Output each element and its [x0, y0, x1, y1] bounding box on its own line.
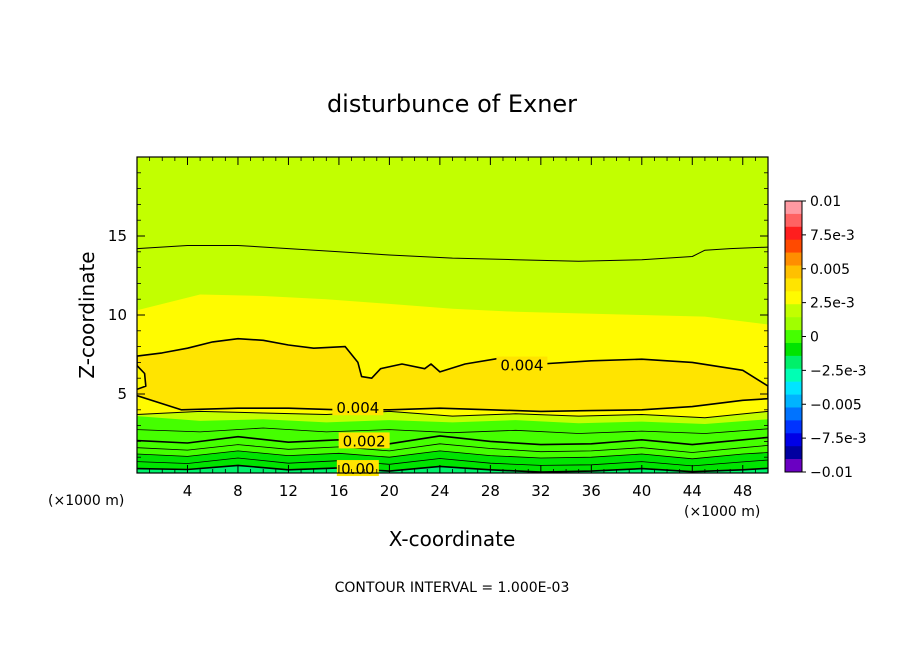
x-tick-label: 4: [183, 482, 193, 500]
x-tick-label: 20: [380, 482, 399, 500]
x-tick-label: 24: [430, 482, 449, 500]
x-tick-label: 40: [632, 482, 651, 500]
x-axis: 4 8 12 16 20 24 28 32 36 40 44 48: [149, 157, 756, 500]
contour-0.0025: [137, 427, 768, 434]
colorbar-swatch: [785, 381, 802, 395]
colorbar-swatch: [785, 394, 802, 408]
x-tick-label: 44: [683, 482, 702, 500]
colorbar-swatch: [785, 420, 802, 434]
colorbar-label: −2.5e-3: [810, 363, 867, 379]
contour-lines: [137, 245, 768, 473]
contour-label-bg: [336, 460, 379, 477]
contour-0.0005: [137, 457, 768, 467]
colorbar-label: 0.005: [810, 262, 850, 278]
y-tick-label: 15: [108, 227, 127, 245]
colorbar-swatch: [785, 407, 802, 421]
colorbar-swatch: [785, 201, 802, 215]
contour-interval-footer: CONTOUR INTERVAL = 1.000E-03: [335, 580, 570, 596]
x-tick-label: 12: [279, 482, 298, 500]
colorbar-swatch: [785, 355, 802, 370]
x-tick-label: 28: [481, 482, 500, 500]
contour-0: [137, 464, 768, 473]
y-axis-label: Z-coordinate: [75, 251, 99, 378]
x-tick-label: 16: [329, 482, 348, 500]
colorbar-swatch: [785, 342, 802, 357]
y-axis: 5 10 15: [108, 172, 768, 458]
contour-0.002-upper: [137, 245, 768, 262]
contour-0.002: [137, 435, 768, 446]
x-tick-label: 8: [233, 482, 243, 500]
colorbar-label: −0.005: [810, 397, 862, 413]
colorbar-swatch: [785, 291, 802, 305]
colorbar-label: 2.5e-3: [810, 296, 855, 312]
x-unit-right: (×1000 m): [684, 504, 760, 520]
colorbar-swatch: [785, 433, 802, 447]
region-fill-0.001: [137, 450, 768, 473]
colorbar-swatch: [785, 304, 802, 318]
colorbar-label: 7.5e-3: [810, 228, 855, 244]
x-axis-label: X-coordinate: [389, 527, 516, 551]
colorbar-swatch: [785, 252, 802, 266]
colorbar-label: 0.01: [810, 194, 841, 210]
colorbar-swatch: [785, 278, 802, 292]
contour-0.003-lower: [137, 410, 768, 419]
colorbar-swatch: [785, 330, 802, 344]
colorbar-swatch: [785, 226, 802, 241]
contour-0.0015: [137, 443, 768, 453]
contour-label-bg: [332, 399, 384, 416]
x-tick-label: 36: [582, 482, 601, 500]
y-tick-label: 10: [108, 306, 127, 324]
contour-0.001: [137, 450, 768, 460]
colorbar-swatch: [785, 239, 802, 253]
contour-0.004: [137, 337, 768, 413]
colorbar-label: −0.01: [810, 465, 853, 481]
contour-label: 0.004: [336, 399, 379, 417]
contour-labels: 0.004 0.004 0.002 0.00: [332, 356, 548, 478]
y-tick-label: 5: [117, 385, 127, 403]
colorbar-swatch: [785, 446, 802, 460]
region-fill-0.004: [137, 338, 768, 412]
x-tick-label: 32: [531, 482, 550, 500]
colorbar-swatch: [785, 213, 802, 228]
contour-fill-regions: [137, 294, 768, 473]
colorbar-label: 0: [810, 330, 819, 346]
colorbar-swatch: [785, 317, 802, 331]
colorbar: 0.01 7.5e-3 0.005 2.5e-3 0 −2.5e-3 −0.005 −7.5e…: [784, 194, 867, 481]
colorbar-label: −7.5e-3: [810, 431, 867, 447]
colorbar-swatch: [785, 265, 802, 279]
contour-label: 0.002: [343, 432, 386, 450]
contour-label-bg: [338, 432, 390, 449]
x-tick-label: 48: [733, 482, 752, 500]
contour-label-bg: [496, 356, 548, 373]
colorbar-swatch: [785, 459, 802, 473]
contour-label: 0.004: [500, 357, 543, 375]
contour-label: 0.00: [341, 460, 374, 478]
chart-title: disturbunce of Exner: [327, 90, 577, 118]
x-unit-left: (×1000 m): [48, 493, 124, 509]
colorbar-swatch: [785, 368, 802, 382]
